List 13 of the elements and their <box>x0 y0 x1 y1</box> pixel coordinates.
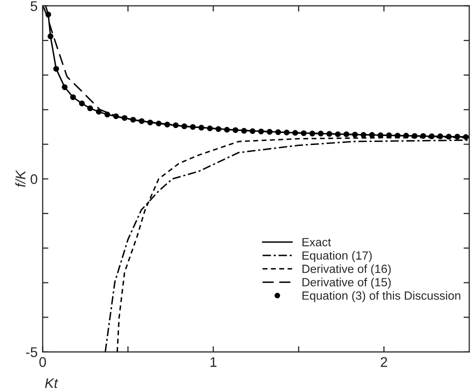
legend-label: Derivative of (15) <box>302 278 391 289</box>
y-tick-label: -5 <box>26 347 38 358</box>
legend-label: Equation (3) of this Discussion <box>302 291 460 302</box>
legend-label: Derivative of (16) <box>302 264 391 276</box>
y-axis-title: f/K <box>15 170 26 187</box>
x-tick-label: 2 <box>380 357 388 367</box>
y-tick-label: 0 <box>30 174 38 184</box>
x-tick-label: 0 <box>39 357 46 367</box>
x-tick-label: 1 <box>210 357 216 367</box>
y-tick-label: 5 <box>30 1 38 12</box>
x-axis-title: Kt <box>45 378 58 388</box>
legend-label: Equation (17) <box>302 251 372 262</box>
legend-label: Exact <box>302 238 331 246</box>
